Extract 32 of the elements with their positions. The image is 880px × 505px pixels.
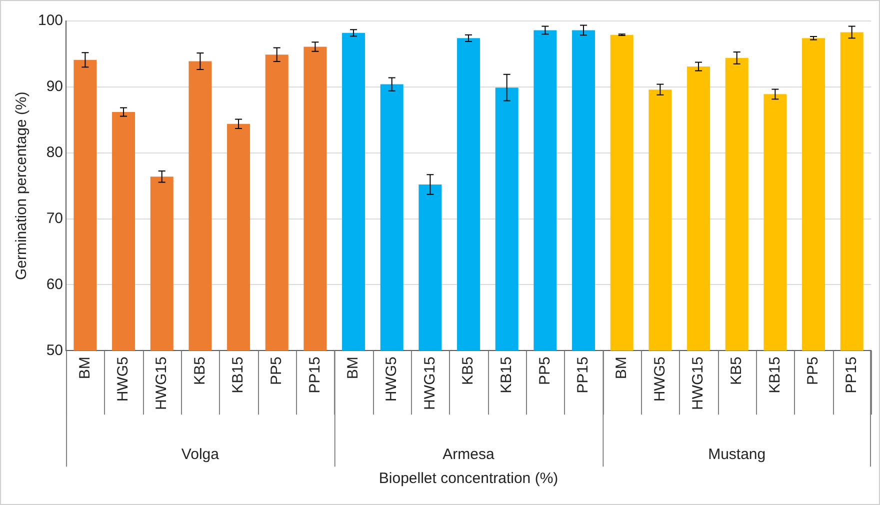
x-tick-label: PP5 (536, 356, 554, 386)
x-tick-label: KB15 (230, 356, 247, 394)
x-tick-label: KB5 (728, 356, 745, 386)
x-tick-label: KB5 (460, 356, 477, 386)
y-tick-label: 100 (38, 12, 64, 30)
y-tick-label: 90 (46, 78, 64, 96)
x-tick-label: HWG5 (114, 356, 132, 402)
x-tick-label: HWG15 (421, 356, 438, 410)
x-tick-label: KB15 (498, 356, 515, 394)
y-axis-title: Germination percentage (%) (13, 92, 30, 280)
x-tick-label: HWG15 (690, 356, 707, 410)
x-tick-label: KB5 (191, 356, 208, 386)
y-tick-label: 80 (46, 144, 64, 162)
y-tick-label: 50 (46, 342, 64, 359)
x-tick-label: PP5 (804, 356, 822, 386)
x-tick-label: BM (612, 356, 630, 380)
x-axis-title: Biopellet concentration (%) (378, 470, 558, 487)
x-tick-label: BM (76, 356, 94, 380)
y-tick-label: 70 (46, 210, 64, 227)
x-tick-label: HWG5 (382, 356, 400, 402)
x-tick-label: BM (344, 356, 362, 380)
x-tick-label: HWG5 (651, 356, 668, 402)
x-tick-label: PP5 (268, 356, 285, 386)
x-tick-label: PP15 (842, 356, 860, 394)
y-tick-label: 60 (46, 276, 64, 293)
series-label: Mustang (708, 446, 766, 463)
x-tick-label: KB15 (766, 356, 784, 394)
series-label: Armesa (442, 446, 496, 463)
series-label: Volga (181, 446, 220, 463)
x-tick-label: PP15 (574, 356, 592, 394)
x-tick-label: HWG15 (153, 356, 170, 410)
x-tick-label: PP15 (306, 356, 324, 394)
